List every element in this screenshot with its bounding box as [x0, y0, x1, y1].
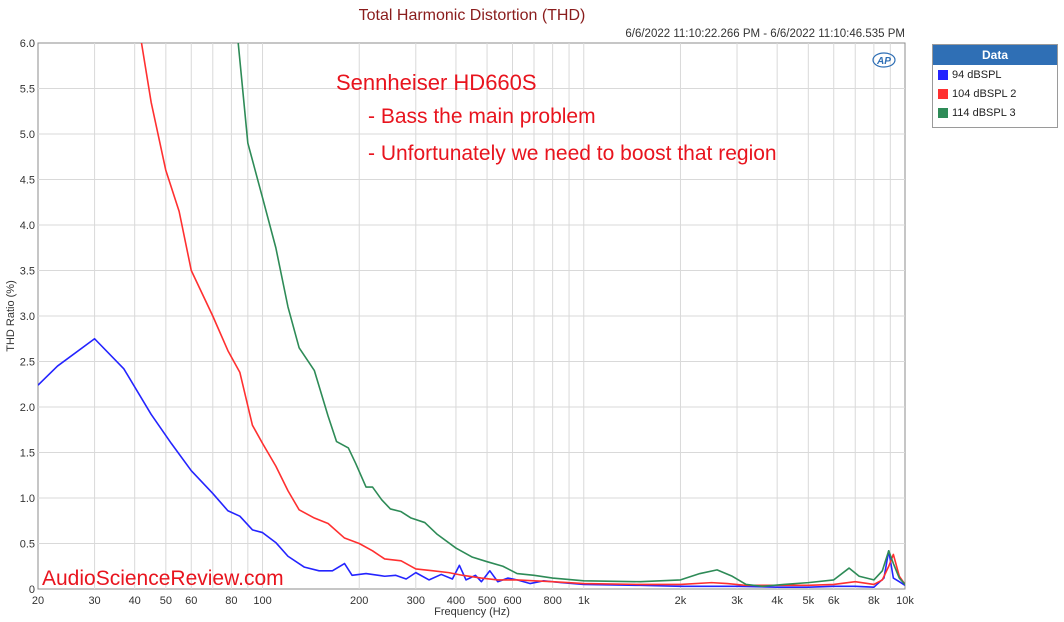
legend-item-114: 114 dBSPL 3 — [933, 103, 1057, 122]
x-tick-label: 300 — [407, 595, 425, 607]
grid — [37, 42, 906, 590]
legend-title: Data — [933, 45, 1057, 65]
x-tick-label: 4k — [771, 595, 783, 607]
x-tick-label: 100 — [253, 595, 271, 607]
annotation-heading: Sennheiser HD660S — [336, 70, 537, 95]
x-tick-label: 3k — [731, 595, 743, 607]
x-tick-label: 5k — [802, 595, 814, 607]
y-tick-label: 3.5 — [20, 266, 35, 278]
y-tick-label: 5.5 — [20, 84, 35, 96]
ap-logo: AP — [872, 52, 896, 68]
y-tick-label: 2.0 — [20, 402, 35, 414]
legend-label: 104 dBSPL 2 — [952, 87, 1017, 100]
y-tick-label: 1.5 — [20, 448, 35, 460]
y-tick-label: 0 — [29, 584, 35, 596]
x-tick-label: 80 — [225, 595, 237, 607]
y-tick-label: 4.0 — [20, 220, 35, 232]
series-line-1 — [140, 43, 905, 587]
y-axis-title: THD Ratio (%) — [5, 280, 17, 352]
legend-swatch-red — [938, 88, 948, 99]
legend-swatch-blue — [938, 69, 948, 80]
legend: Data 94 dBSPL 104 dBSPL 2 114 dBSPL 3 — [932, 44, 1058, 128]
x-tick-label: 500 — [478, 595, 496, 607]
x-tick-label: 50 — [160, 595, 172, 607]
x-tick-label: 600 — [503, 595, 521, 607]
y-tick-label: 3.0 — [20, 311, 35, 323]
y-tick-label: 5.0 — [20, 129, 35, 141]
series-line-0 — [38, 337, 905, 588]
x-tick-label: 1k — [578, 595, 590, 607]
annotation-line-2: - Unfortunately we need to boost that re… — [368, 142, 777, 165]
x-tick-labels: 20 30 40 50 60 80 100 200 300 400 500 600 800 1k 2k 3k 4… — [32, 595, 914, 607]
legend-label: 94 dBSPL — [952, 68, 1002, 81]
x-tick-label: 30 — [88, 595, 100, 607]
x-tick-label: 6k — [828, 595, 840, 607]
y-tick-label: 4.5 — [20, 175, 35, 187]
x-axis-title: Frequency (Hz) — [434, 606, 510, 618]
legend-swatch-green — [938, 107, 948, 118]
ap-logo-text: AP — [876, 56, 891, 67]
watermark: AudioScienceReview.com — [42, 567, 284, 590]
chart-title: Total Harmonic Distortion (THD) — [359, 7, 586, 24]
timestamp: 6/6/2022 11:10:22.266 PM - 6/6/2022 11:1… — [625, 28, 905, 40]
y-tick-label: 6.0 — [20, 38, 35, 50]
x-tick-label: 20 — [32, 595, 44, 607]
x-tick-label: 800 — [543, 595, 561, 607]
y-tick-label: 1.0 — [20, 493, 35, 505]
series-line-2 — [237, 43, 905, 588]
x-tick-label: 40 — [129, 595, 141, 607]
legend-item-94: 94 dBSPL — [933, 65, 1057, 84]
x-tick-label: 2k — [675, 595, 687, 607]
x-tick-label: 8k — [868, 595, 880, 607]
x-tick-label: 10k — [896, 595, 914, 607]
series-layer — [38, 43, 905, 588]
x-tick-label: 60 — [185, 595, 197, 607]
y-tick-label: 0.5 — [20, 539, 35, 551]
x-tick-label: 200 — [350, 595, 368, 607]
legend-label: 114 dBSPL 3 — [952, 106, 1016, 119]
x-tick-label: 400 — [447, 595, 465, 607]
legend-item-104: 104 dBSPL 2 — [933, 84, 1057, 103]
y-tick-label: 2.5 — [20, 357, 35, 369]
annotation-line-1: - Bass the main problem — [368, 105, 596, 128]
y-tick-labels: 0 0.5 1.0 1.5 2.0 2.5 3.0 3.5 4.0 4.5 5.0 5.5 6.0 — [20, 38, 35, 596]
